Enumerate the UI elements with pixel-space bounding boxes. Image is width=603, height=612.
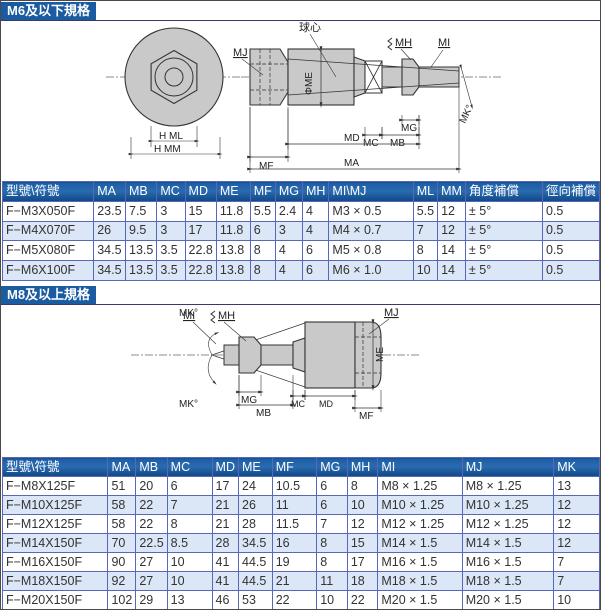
svg-text:MH: MH (395, 37, 412, 49)
svg-text:MI: MI (438, 37, 450, 49)
svg-text:MJ: MJ (233, 47, 248, 59)
svg-text:MK°: MK° (458, 103, 476, 125)
svg-text:MH: MH (218, 310, 235, 322)
svg-text:MG: MG (241, 395, 257, 406)
svg-text:MG: MG (401, 123, 417, 134)
svg-text:MC: MC (363, 138, 379, 149)
svg-text:MD: MD (319, 399, 333, 409)
svg-text:MB: MB (256, 408, 271, 419)
svg-text:MC: MC (291, 399, 305, 409)
svg-text:MK°: MK° (179, 399, 198, 410)
svg-text:球心: 球心 (299, 20, 321, 34)
svg-text:MB: MB (390, 138, 405, 149)
svg-text:MA: MA (344, 158, 359, 169)
svg-text:MD: MD (344, 133, 360, 144)
svg-text:ΦME: ΦME (304, 72, 315, 95)
svg-text:H MM: H MM (154, 144, 181, 155)
svg-text:MJ: MJ (384, 307, 399, 319)
svg-text:H ML: H ML (159, 131, 183, 142)
svg-text:MK°: MK° (179, 308, 198, 319)
svg-text:MF: MF (259, 161, 273, 172)
svg-text:ME: ME (375, 347, 386, 362)
svg-text:MF: MF (359, 411, 373, 422)
